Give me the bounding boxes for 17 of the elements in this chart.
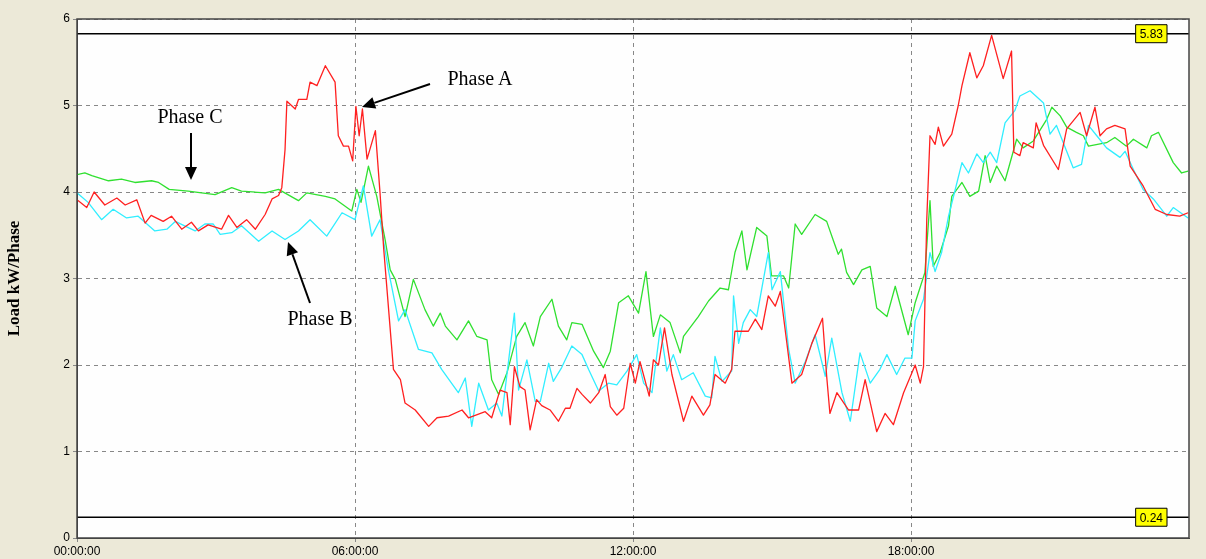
annotation: Phase A xyxy=(447,67,514,90)
y-tick-label: 2 xyxy=(63,357,71,372)
annotation: Phase C xyxy=(157,105,223,128)
y-tick-label: 6 xyxy=(63,11,71,26)
y-axis-title: Load kW/Phase xyxy=(3,220,23,337)
annotation: Phase B xyxy=(287,307,353,330)
x-tick-label: 06:00:00 xyxy=(331,543,379,558)
ref-line-label: 0.24 xyxy=(1139,510,1164,525)
y-tick-label: 1 xyxy=(63,443,71,458)
x-tick-label: 12:00:00 xyxy=(609,543,657,558)
y-tick-label: 4 xyxy=(63,184,71,199)
y-tick-label: 0 xyxy=(63,530,71,545)
x-tick-label: 00:00:00 xyxy=(53,543,101,558)
y-tick-label: 3 xyxy=(63,270,71,285)
y-tick-label: 5 xyxy=(63,97,71,112)
ref-line-label: 5.83 xyxy=(1139,27,1164,42)
x-tick-label: 18:00:00 xyxy=(887,543,935,558)
